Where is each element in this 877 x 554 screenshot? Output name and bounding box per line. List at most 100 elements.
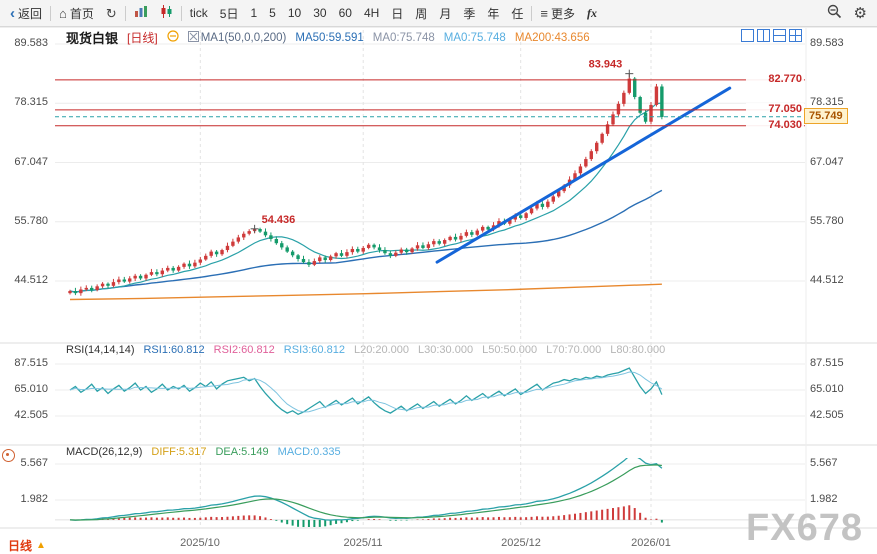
footer-date-1: 2025/11 (343, 537, 383, 549)
refresh-button[interactable]: ↻ (100, 0, 123, 26)
main-axis-right-3: 55.780 (810, 215, 844, 227)
back-button[interactable]: ‹ 返回 (4, 0, 48, 26)
ma200-value: MA200:43.656 (514, 31, 590, 44)
footer-period-button[interactable]: 日线 ▲ (8, 537, 46, 554)
toolbar-divider (124, 5, 126, 21)
period-30m[interactable]: 30 (307, 0, 332, 26)
rsi-l80: L80:80.000 (610, 344, 666, 356)
period-label: 任 (511, 6, 524, 21)
period-label: 5日 (219, 6, 239, 21)
layout-icon-group (741, 29, 802, 42)
main-axis-right-2: 67.047 (810, 156, 844, 168)
period-day[interactable]: 日 (385, 0, 409, 26)
toolbar: ‹ 返回 ⌂ 首页 ↻ tick 5日 1 5 10 30 60 4H 日 周 … (0, 0, 877, 27)
period-label: 季 (463, 6, 476, 21)
rsi-axis-left-1: 65.010 (14, 383, 48, 395)
zoom-out-button[interactable] (821, 0, 848, 26)
more-button[interactable]: ≡ 更多 (534, 0, 581, 26)
period-month[interactable]: 月 (433, 0, 457, 26)
period-label: 30 (313, 6, 327, 20)
layout-grid-icon[interactable] (789, 29, 802, 42)
period-10m[interactable]: 10 (282, 0, 307, 26)
period-year[interactable]: 年 (481, 0, 505, 26)
period-label: 日 (391, 6, 404, 21)
more-label: 更多 (550, 6, 575, 21)
footer-date-0: 2025/10 (180, 537, 220, 549)
period-5m[interactable]: 5 (263, 0, 282, 26)
main-axis-left-1: 78.315 (14, 96, 48, 108)
footer-date-3: 2026/01 (631, 537, 671, 549)
svg-text:54.436: 54.436 (262, 214, 296, 226)
instrument-alert-icon[interactable] (167, 30, 179, 45)
period-tag: [日线] (127, 31, 158, 45)
ma0a-value: MA0:75.748 (372, 31, 435, 44)
refresh-icon: ↻ (105, 5, 117, 21)
footer-date-2: 2025/12 (501, 537, 541, 549)
rsi1-value: RSI1:60.812 (143, 344, 205, 356)
period-tick[interactable]: tick (184, 0, 214, 26)
period-label: 月 (439, 6, 452, 21)
candle-chart-icon (160, 5, 173, 21)
period-custom[interactable]: 任 (505, 0, 529, 26)
rsi-l20: L20:20.000 (353, 344, 410, 356)
toolbar-divider (180, 5, 182, 21)
layout-single-icon[interactable] (741, 29, 754, 42)
settings-button[interactable]: ⚙ (848, 0, 873, 26)
period-quarter[interactable]: 季 (457, 0, 481, 26)
level-label-r3: 74.030 (746, 119, 804, 131)
rsi-axis-right-2: 42.505 (810, 409, 844, 421)
rsi-title: RSI(14,14,14) (66, 344, 135, 356)
gear-icon: ⚙ (853, 4, 867, 22)
layout-split-v-icon[interactable] (773, 29, 786, 42)
macd-axis-left-0: 5.567 (20, 457, 48, 469)
chart-legend: 现货白银 [日线] MA1(50,0,0,200) MA50:59.591 MA… (66, 28, 590, 47)
macd-axis-right-1: 1.982 (810, 493, 838, 505)
toolbar-divider (531, 5, 533, 21)
period-1m[interactable]: 1 (244, 0, 263, 26)
layout-split-h-icon[interactable] (757, 29, 770, 42)
ma50-value: MA50:59.591 (295, 31, 364, 44)
home-icon: ⌂ (59, 5, 67, 21)
macd-dea-value: DEA:5.149 (215, 446, 269, 458)
period-60m[interactable]: 60 (333, 0, 358, 26)
rsi-l30: L30:30.000 (418, 344, 474, 356)
main-axis-right-4: 44.512 (810, 274, 844, 286)
level-label-r2: 77.050 (746, 103, 804, 115)
macd-title: MACD(26,12,9) (66, 446, 143, 458)
macd-hist-value: MACD:0.335 (277, 446, 341, 458)
period-label: 10 (287, 6, 302, 20)
rsi-axis-right-0: 87.515 (810, 357, 844, 369)
symbol-name: 现货白银 (66, 31, 119, 46)
main-axis-left-2: 67.047 (14, 156, 48, 168)
back-icon: ‹ (10, 4, 15, 22)
period-5d[interactable]: 5日 (214, 0, 245, 26)
period-label: 60 (338, 6, 352, 20)
macd-panel-settings-icon[interactable] (2, 449, 15, 462)
ma0b-value: MA0:75.748 (443, 31, 506, 44)
period-label: 年 (487, 6, 500, 21)
main-axis-left-0: 89.583 (14, 37, 48, 49)
home-button[interactable]: ⌂ 首页 (53, 0, 100, 26)
period-label: 1 (250, 6, 258, 20)
period-label: 5 (269, 6, 276, 20)
level-label-r1: 82.770 (746, 73, 804, 85)
period-4h[interactable]: 4H (358, 0, 385, 26)
line-chart-button[interactable] (128, 0, 154, 26)
rsi3-value: RSI3:60.812 (283, 344, 345, 356)
rsi-l50: L50:50.000 (482, 344, 538, 356)
ma-toggle-icon[interactable] (187, 30, 199, 45)
period-week[interactable]: 周 (409, 0, 433, 26)
macd-axis-right-0: 5.567 (810, 457, 838, 469)
zoom-out-icon (827, 4, 842, 22)
bar-chart-icon (134, 5, 148, 21)
rsi-legend: RSI(14,14,14) RSI1:60.812 RSI2:60.812 RS… (66, 344, 665, 356)
formula-button[interactable]: fx (581, 0, 603, 26)
main-axis-left-4: 44.512 (14, 274, 48, 286)
period-label: 周 (415, 6, 428, 21)
candle-chart-button[interactable] (154, 0, 179, 26)
main-axis-right-0: 89.583 (810, 37, 844, 49)
main-axis-left-3: 55.780 (14, 215, 48, 227)
footer-period-label: 日线 (8, 539, 33, 553)
fx-label: fx (586, 5, 597, 20)
